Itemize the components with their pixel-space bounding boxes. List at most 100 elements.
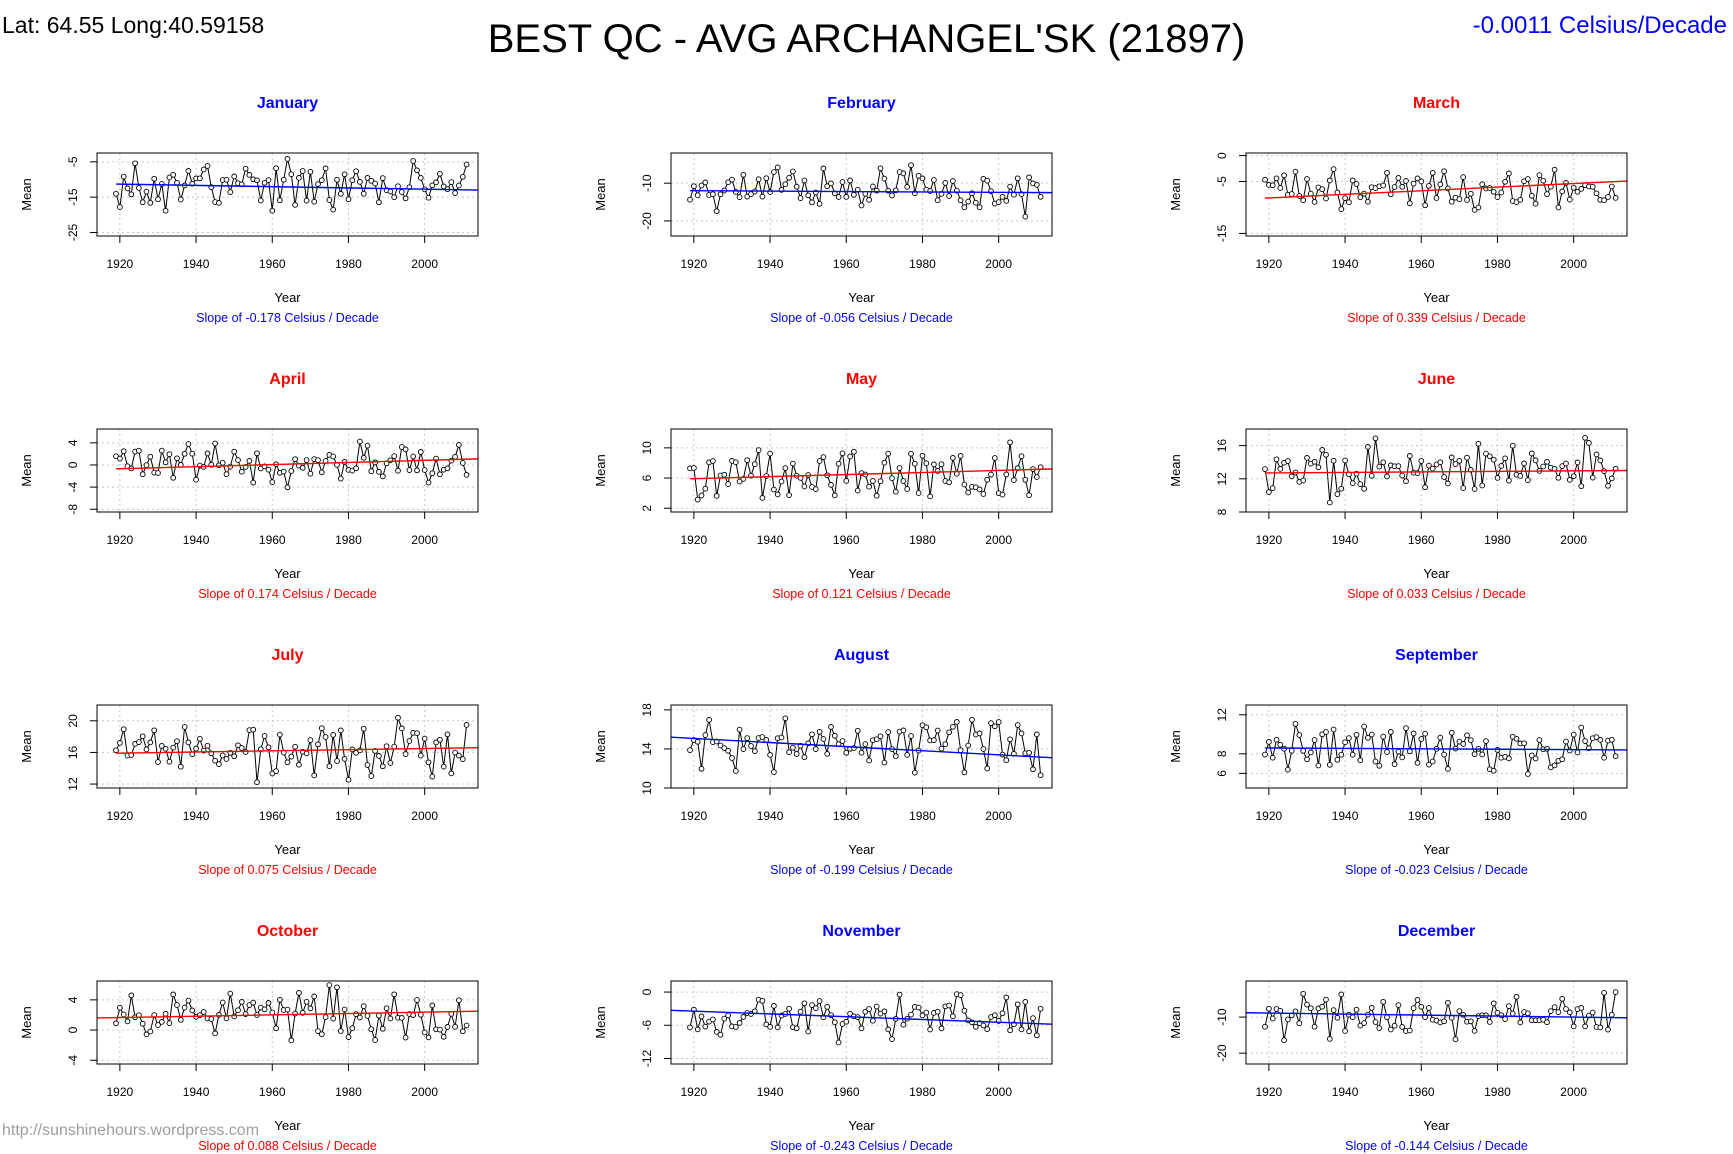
data-point	[1307, 749, 1314, 756]
data-point	[277, 197, 283, 204]
data-point	[1612, 753, 1619, 760]
data-point	[847, 1010, 853, 1017]
data-point	[1269, 1015, 1276, 1022]
data-point	[1414, 175, 1421, 182]
data-point	[1357, 757, 1364, 764]
chart-october: October 1920 1940 1960 1980 2000 4 0 -4 Year Mean S…	[19, 923, 479, 1153]
data-point	[219, 752, 226, 759]
data-point	[900, 170, 907, 177]
data-point	[892, 488, 899, 495]
data-point	[809, 199, 815, 206]
data-point	[988, 471, 994, 478]
data-point	[1361, 1020, 1367, 1026]
data-point	[904, 184, 911, 190]
data-point	[265, 177, 272, 183]
data-point	[1528, 192, 1535, 199]
data-point	[931, 461, 937, 468]
data-point	[1593, 451, 1600, 458]
data-point	[851, 191, 857, 198]
data-point	[790, 460, 796, 467]
data-point	[151, 175, 158, 182]
watermark-url: http://sunshinehours.wordpress.com	[2, 1122, 260, 1139]
chart-december: December 1920 1940 1960 1980 2000 -10 -20 Year Me…	[1168, 923, 1628, 1153]
data-point	[315, 457, 321, 463]
data-point	[816, 200, 823, 207]
data-point	[417, 449, 424, 455]
x-axis-label: Year	[274, 1118, 301, 1133]
data-point	[1003, 757, 1010, 764]
data-point	[139, 199, 146, 206]
data-point	[185, 739, 192, 746]
data-point	[847, 453, 853, 460]
data-point	[410, 158, 417, 164]
data-point	[717, 1031, 724, 1038]
data-point	[858, 1025, 865, 1032]
page-title: BEST QC - AVG ARCHANGEL'SK (21897)	[487, 17, 1246, 61]
x-tick-label: 1960	[259, 533, 286, 547]
data-point	[1566, 747, 1573, 754]
data-point	[452, 453, 458, 460]
data-point	[839, 179, 846, 185]
data-point	[1475, 204, 1482, 211]
data-point	[957, 197, 964, 204]
data-point	[793, 751, 800, 757]
data-point	[1494, 475, 1501, 481]
y-tick-label: 10	[640, 781, 654, 795]
data-point	[429, 1002, 436, 1009]
data-point	[1338, 991, 1345, 998]
data-point	[448, 179, 455, 185]
data-point	[292, 743, 298, 750]
data-point	[793, 1025, 800, 1032]
data-point	[1277, 741, 1284, 748]
data-point	[1448, 454, 1455, 461]
data-point	[725, 747, 731, 754]
data-point	[889, 1036, 895, 1042]
data-point	[1521, 460, 1527, 467]
x-tick-label: 1940	[1332, 809, 1359, 823]
y-tick-label: -15	[66, 188, 80, 206]
data-point	[372, 180, 378, 187]
data-point	[797, 1008, 804, 1015]
data-point	[357, 438, 363, 445]
data-point	[1540, 177, 1547, 184]
data-point	[1311, 737, 1318, 743]
data-point	[1555, 474, 1562, 481]
data-point	[725, 1012, 731, 1019]
data-point	[919, 452, 926, 459]
data-point	[330, 453, 337, 460]
data-point	[1323, 195, 1329, 202]
y-tick-label: -10	[640, 174, 654, 192]
data-point	[254, 450, 260, 457]
y-tick-label: 0	[1215, 152, 1229, 159]
data-point	[1555, 1009, 1562, 1015]
data-point	[1395, 175, 1402, 181]
y-axis-label: Mean	[1168, 1006, 1183, 1039]
chart-title: August	[834, 647, 890, 664]
data-point	[364, 1013, 371, 1019]
data-point	[843, 194, 850, 200]
data-point	[1384, 473, 1390, 480]
data-point	[991, 455, 998, 461]
x-tick-label: 1960	[259, 257, 286, 271]
data-point	[1281, 172, 1287, 179]
data-point	[113, 747, 119, 754]
trend-line	[670, 736, 1053, 759]
data-point	[425, 759, 432, 766]
data-point	[166, 758, 173, 765]
plot-frame	[1245, 980, 1628, 1065]
data-point	[463, 472, 470, 478]
data-point	[1273, 175, 1280, 182]
data-point	[687, 196, 693, 203]
data-point	[908, 162, 914, 169]
data-point	[801, 177, 808, 184]
data-point	[341, 171, 348, 178]
x-axis-label: Year	[848, 566, 875, 581]
data-point	[269, 479, 276, 485]
data-point	[694, 738, 701, 745]
data-point	[1288, 747, 1295, 754]
data-point	[1357, 194, 1364, 201]
data-point	[280, 468, 287, 475]
data-point	[1399, 183, 1406, 190]
data-point	[136, 185, 142, 191]
data-point	[117, 1004, 123, 1011]
